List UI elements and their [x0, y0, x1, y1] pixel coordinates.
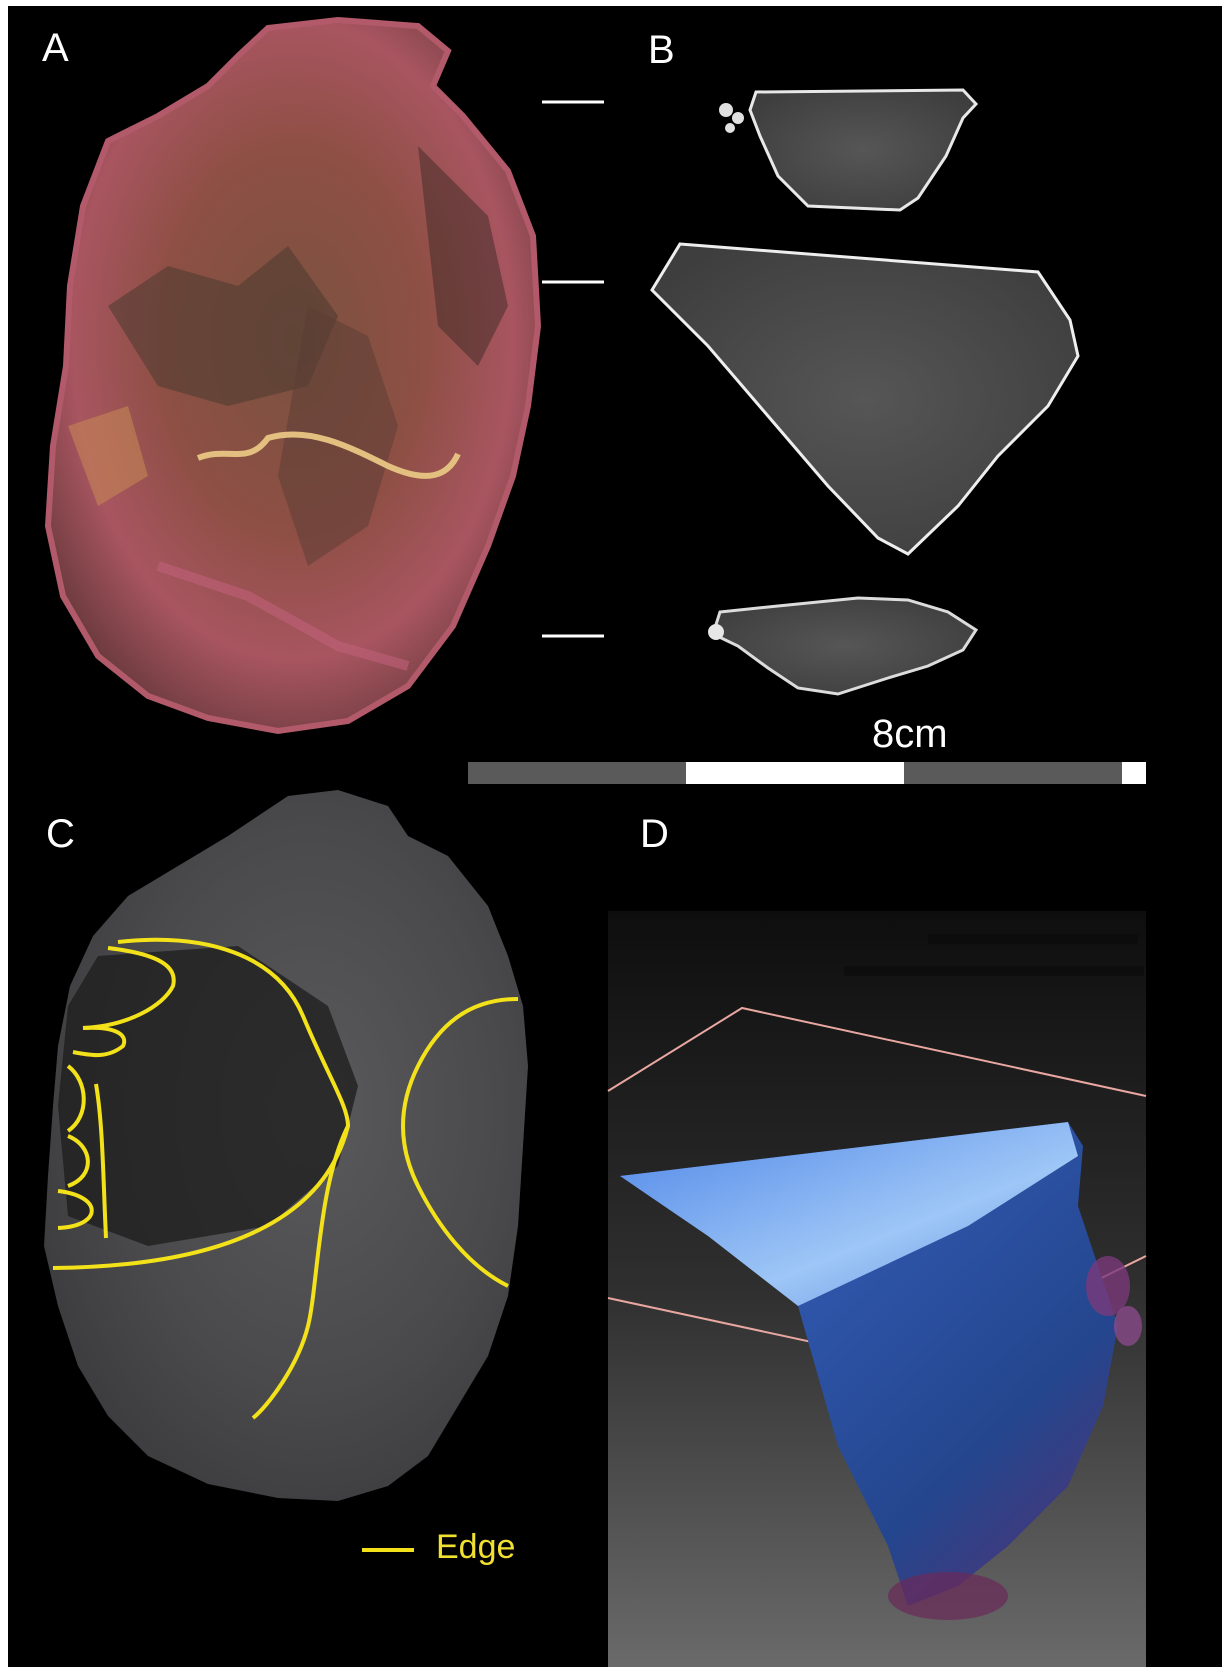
- ct-section-top: [748, 88, 979, 212]
- figure-graphics: [44, 16, 1147, 1667]
- scale-bar-label: 8cm: [872, 712, 948, 756]
- panel-label-d: D: [640, 812, 669, 856]
- legend-label: Edge: [436, 1528, 516, 1566]
- panel-label-b: B: [648, 28, 675, 72]
- ct-section-middle: [650, 242, 1080, 556]
- panel-a-artifact-photo: [44, 16, 542, 735]
- render-side-face: [620, 1122, 1118, 1606]
- panel-b-ct-sections: [542, 88, 1080, 696]
- edge-lines: [52, 937, 519, 1420]
- scale-segment-1: [468, 762, 686, 784]
- figure: A B C D 8cm Edge: [8, 6, 1222, 1667]
- panel-d-render: [607, 911, 1147, 1667]
- scale-segment-3: [904, 762, 1122, 784]
- scale-bar: [468, 762, 1146, 784]
- panel-label-c: C: [46, 812, 75, 856]
- bounding-box-top: [607, 1006, 1147, 1097]
- render-top-face: [620, 1122, 1078, 1306]
- scale-segment-2: [686, 762, 904, 784]
- scale-segment-4: [1122, 762, 1146, 784]
- panel-label-a: A: [42, 26, 69, 70]
- panel-c-scan: [44, 790, 528, 1552]
- ct-section-bottom: [711, 596, 979, 696]
